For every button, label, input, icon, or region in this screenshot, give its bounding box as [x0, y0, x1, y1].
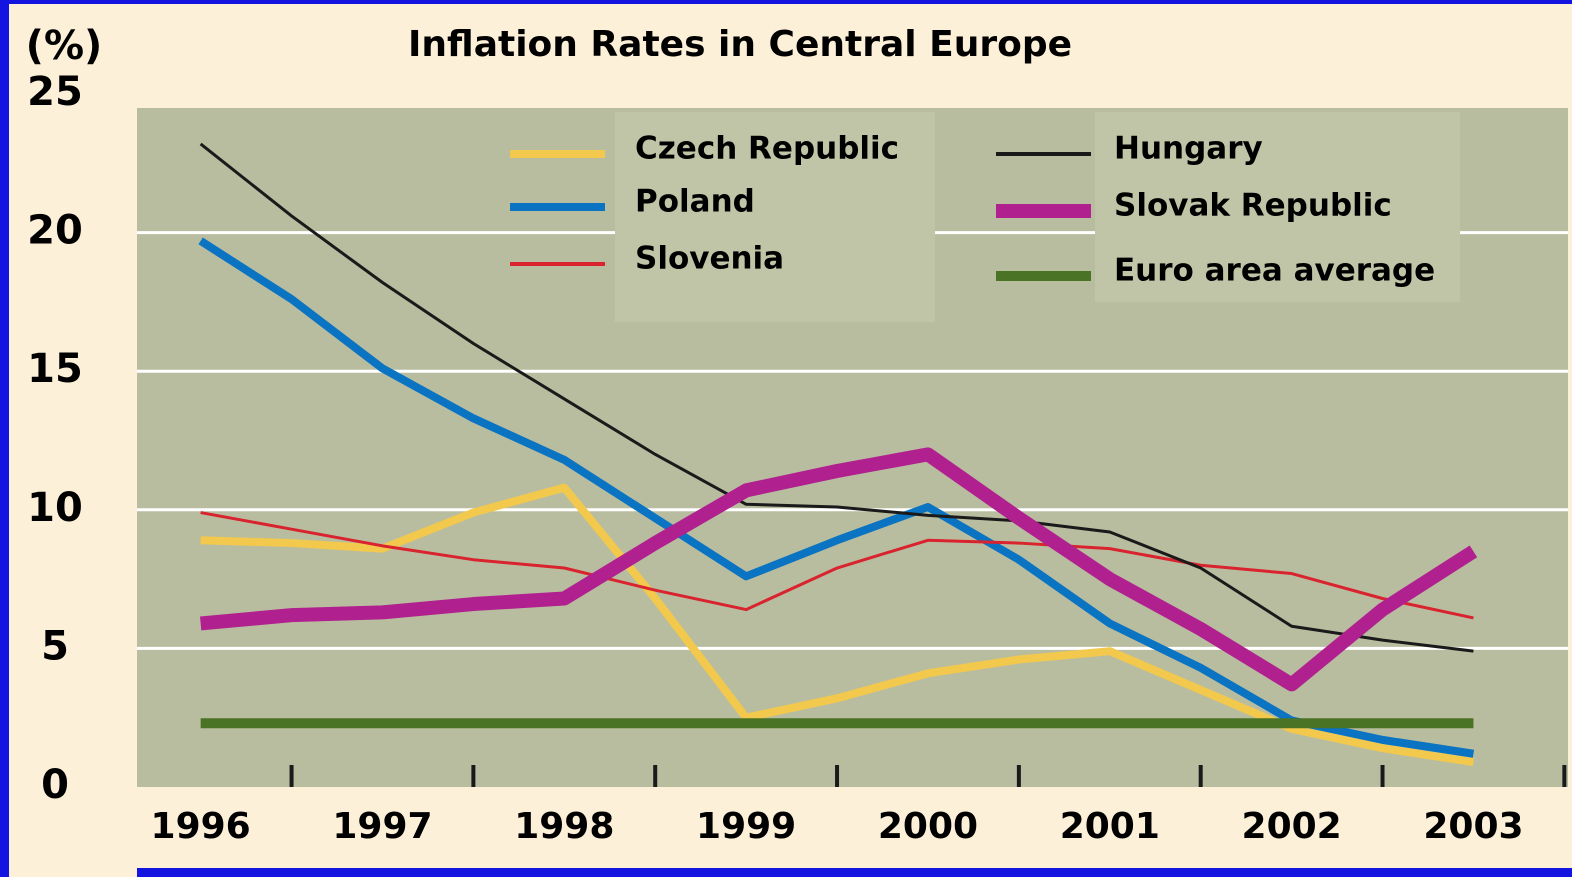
- border: [0, 0, 1572, 4]
- border: [137, 868, 1572, 877]
- series-line: [198, 237, 1475, 758]
- y-tick-label: 20: [27, 208, 83, 254]
- x-tick-label: 1998: [514, 806, 614, 847]
- legend-box: [1095, 112, 1460, 302]
- legend: Czech Republic Poland Slovenia Hungary Slova…: [510, 131, 1435, 289]
- y-tick-label: 15: [27, 346, 83, 392]
- series-line: [200, 483, 1475, 767]
- series-line: [200, 511, 1474, 620]
- legend-label: Czech Republic: [635, 131, 899, 167]
- x-tick-label: 1999: [696, 806, 796, 847]
- y-tick-label: 0: [41, 762, 69, 808]
- legend-box: [615, 112, 935, 322]
- series-line: [199, 142, 1474, 653]
- legend-label: Hungary: [1114, 131, 1263, 167]
- chart-title: Inflation Rates in Central Europe: [408, 24, 1072, 65]
- x-tick-label: 2001: [1060, 806, 1160, 847]
- y-tick-label: 10: [27, 485, 83, 531]
- x-tick-label: 2002: [1242, 806, 1342, 847]
- x-tick-label: 2000: [878, 806, 978, 847]
- legend-label: Euro area average: [1114, 253, 1435, 289]
- legend-label: Poland: [635, 184, 755, 220]
- y-tick-label: 5: [41, 623, 69, 669]
- series-line: [200, 447, 1478, 692]
- border: [0, 0, 9, 877]
- y-tick-label: 25: [27, 69, 83, 115]
- lines: [198, 142, 1478, 767]
- legend-label: Slovenia: [635, 241, 784, 277]
- x-tick-label: 2003: [1423, 806, 1523, 847]
- legend-label: Slovak Republic: [1114, 188, 1392, 224]
- y-axis-label: (%): [26, 23, 103, 69]
- x-tick-label: 1996: [151, 806, 251, 847]
- x-tick-label: 1997: [332, 806, 432, 847]
